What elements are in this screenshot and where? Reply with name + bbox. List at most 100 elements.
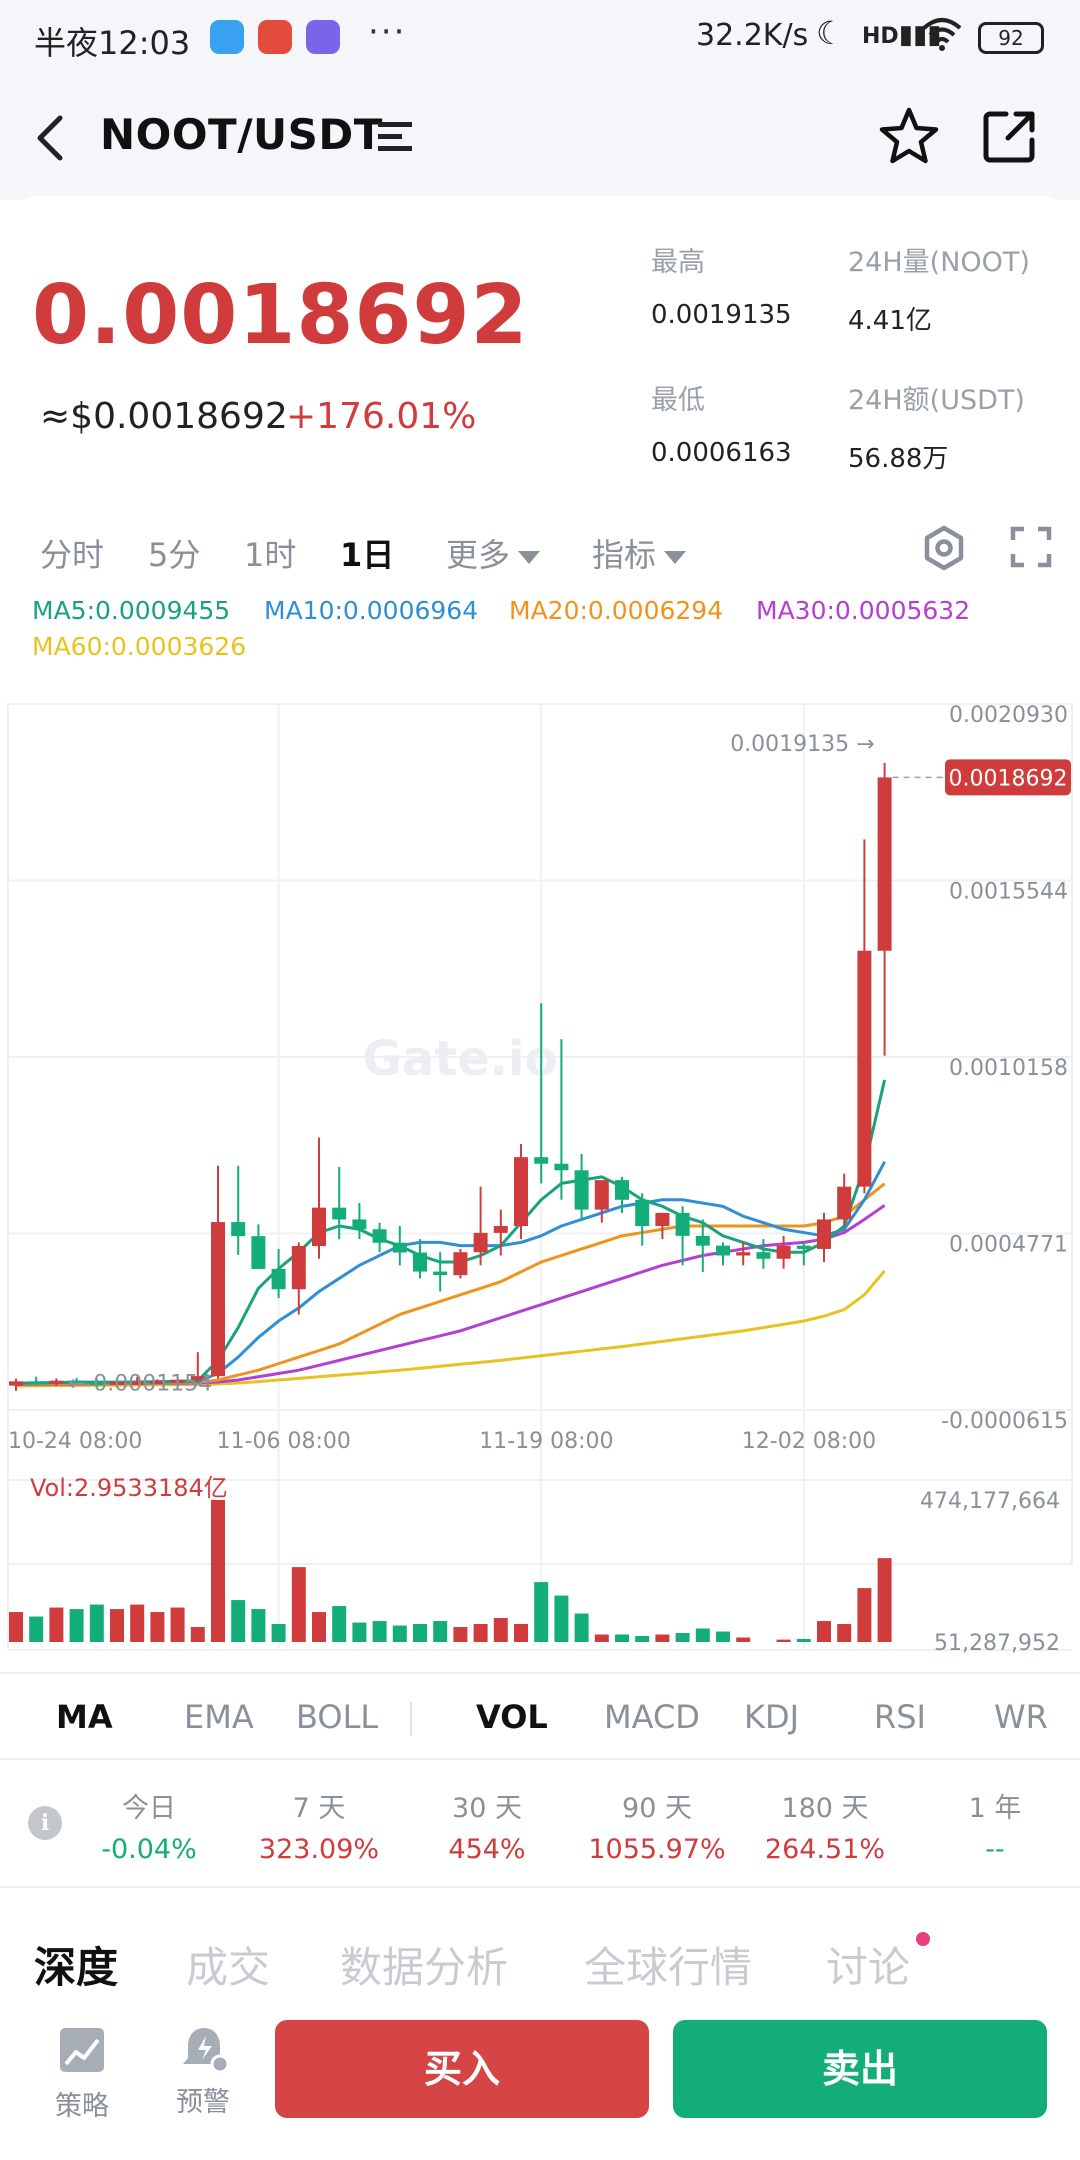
tab-timeframe-1h[interactable]: 1时 xyxy=(244,536,297,574)
moon-icon: ☾ xyxy=(816,14,845,52)
candle xyxy=(89,1379,104,1388)
volume-bar xyxy=(251,1609,266,1642)
market-card xyxy=(0,196,1080,1976)
tab-ma[interactable]: MA xyxy=(56,1698,113,1736)
tab-ema[interactable]: EMA xyxy=(184,1698,254,1736)
candle xyxy=(534,1003,549,1184)
fullscreen-icon[interactable] xyxy=(1010,526,1052,568)
candle xyxy=(675,1206,690,1266)
perf-value-7d: 323.09% xyxy=(258,1834,380,1865)
x-tick-label: 12-02 08:00 xyxy=(742,1429,876,1454)
tab-macd[interactable]: MACD xyxy=(604,1698,700,1736)
tab-rsi[interactable]: RSI xyxy=(874,1698,926,1736)
candle-body xyxy=(615,1180,629,1200)
pair-title[interactable]: NOOT/USDT xyxy=(100,110,383,159)
volume-bar xyxy=(453,1627,468,1642)
candle-body xyxy=(190,1376,205,1380)
high-annotation: 0.0019135 → xyxy=(730,732,874,757)
back-icon[interactable] xyxy=(30,110,70,166)
volume-bar xyxy=(776,1639,791,1642)
strategy-icon[interactable] xyxy=(56,2024,108,2076)
volume-bar xyxy=(69,1609,84,1642)
candle-body xyxy=(554,1163,569,1171)
chevron-down-icon xyxy=(518,550,541,564)
perf-label-180d: 180 天 xyxy=(781,1793,869,1824)
ma30-line xyxy=(15,1204,886,1387)
volume-bar xyxy=(514,1624,528,1642)
y-axis-labels: 0.0020930 0.0015544 0.0010158 0.0004771 -0.0… xyxy=(941,703,1068,1434)
candle xyxy=(514,1144,528,1240)
candle-body xyxy=(534,1157,549,1164)
candle xyxy=(796,1242,811,1266)
current-price-label: 0.0018692 xyxy=(949,766,1068,791)
candlestick-chart[interactable]: Gate.io 0.0020930 0.0015544 0.0010158 0.000… xyxy=(0,690,1080,1670)
perf-label-1y: 1 年 xyxy=(968,1793,1022,1824)
tab-global-markets[interactable]: 全球行情 xyxy=(584,1943,753,1992)
candle xyxy=(9,1378,23,1391)
candle-body xyxy=(29,1381,44,1385)
volume-bar xyxy=(271,1624,286,1642)
candle-body xyxy=(857,950,872,1187)
candle-body xyxy=(675,1212,690,1236)
candle-body xyxy=(635,1199,650,1227)
perf-label-30d: 30 天 xyxy=(452,1793,522,1824)
volume-bar xyxy=(716,1631,730,1642)
tab-discussion[interactable]: 讨论 xyxy=(826,1943,911,1992)
candle xyxy=(110,1380,124,1388)
candle xyxy=(493,1209,508,1256)
candle xyxy=(231,1165,246,1255)
tab-data-analysis[interactable]: 数据分析 xyxy=(340,1943,509,1992)
candle-body xyxy=(695,1235,710,1246)
watermark: Gate.io xyxy=(363,1031,558,1087)
low-annotation: ← 0.0001154 xyxy=(68,1371,212,1396)
candle-body xyxy=(594,1180,609,1210)
tab-kdj[interactable]: KDJ xyxy=(744,1698,800,1736)
pair-menu-icon[interactable] xyxy=(376,118,414,156)
settings-hexagon-icon[interactable] xyxy=(920,524,968,572)
info-icon[interactable]: i xyxy=(28,1806,62,1840)
candle-body xyxy=(736,1252,751,1256)
tab-boll[interactable]: BOLL xyxy=(296,1698,379,1736)
tab-wr[interactable]: WR xyxy=(994,1698,1048,1736)
alert-label[interactable]: 预警 xyxy=(176,2087,230,2118)
buy-button[interactable]: 买入 xyxy=(275,2020,649,2118)
candle-body xyxy=(837,1186,852,1220)
tab-indicators[interactable]: 指标 xyxy=(592,530,687,576)
tab-timeframe-line[interactable]: 分时 xyxy=(40,536,105,574)
share-icon[interactable] xyxy=(980,106,1040,166)
candles xyxy=(9,762,892,1391)
y-tick-label: 0.0004771 xyxy=(949,1233,1068,1258)
candle xyxy=(69,1378,84,1385)
candle-body xyxy=(9,1381,23,1386)
low-label: 最低 xyxy=(651,385,705,416)
ma60-legend: MA60:0.0003626 xyxy=(32,632,247,661)
candle xyxy=(271,1248,286,1299)
volume-24h-value: 4.41亿 xyxy=(848,306,932,336)
amount-24h-value: 56.88万 xyxy=(848,444,949,474)
tab-trades[interactable]: 成交 xyxy=(186,1943,271,1992)
candle xyxy=(857,839,872,1194)
tab-timeframe-5m[interactable]: 5分 xyxy=(148,536,201,574)
strategy-label[interactable]: 策略 xyxy=(55,2091,109,2122)
low-value: 0.0006163 xyxy=(651,438,792,468)
perf-label-90d: 90 天 xyxy=(622,1793,692,1824)
candle-body xyxy=(170,1379,185,1383)
volume-bar xyxy=(413,1624,427,1642)
tab-vol[interactable]: VOL xyxy=(476,1698,548,1736)
tab-depth[interactable]: 深度 xyxy=(34,1943,119,1992)
candle-body xyxy=(211,1222,225,1377)
perf-value-1y: -- xyxy=(985,1834,1005,1865)
sell-button[interactable]: 卖出 xyxy=(673,2020,1047,2118)
volume-bar xyxy=(433,1621,448,1642)
ma5-line xyxy=(15,1079,887,1385)
candle-body xyxy=(372,1229,387,1243)
tab-timeframe-1d[interactable]: 1日 xyxy=(340,536,395,574)
volume-bar xyxy=(635,1636,650,1642)
tab-more-timeframes[interactable]: 更多 xyxy=(446,530,541,576)
candle-body xyxy=(433,1271,448,1276)
volume-bar xyxy=(615,1634,629,1642)
alert-bell-icon[interactable] xyxy=(176,2022,232,2078)
perf-value-180d: 264.51% xyxy=(764,1834,886,1865)
favorite-star-icon[interactable] xyxy=(876,104,942,170)
candle-body xyxy=(453,1252,468,1276)
